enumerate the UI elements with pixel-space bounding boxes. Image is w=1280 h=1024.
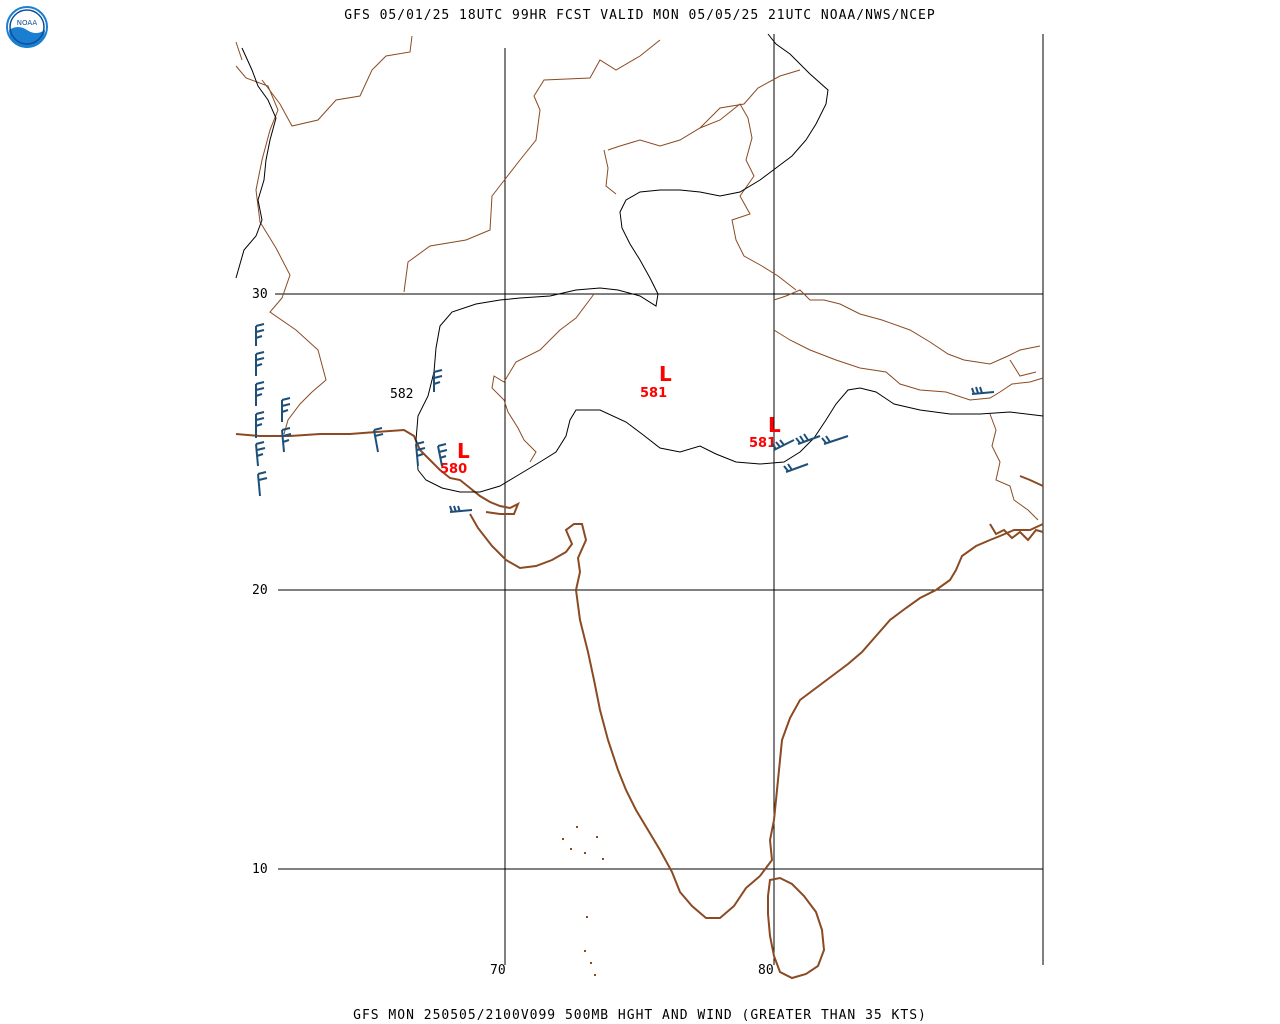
border-pakistan-afghanistan-south — [403, 39, 661, 293]
wind-barb — [255, 441, 266, 467]
coast-sri-lanka — [767, 876, 826, 980]
coast-kathiawar — [469, 513, 588, 591]
wind-barb — [821, 435, 849, 445]
border-afghanistan-pakistan — [235, 65, 327, 435]
wind-barb — [373, 427, 384, 453]
noaa-logo-icon: NOAA — [6, 6, 48, 48]
wind-barb — [255, 351, 265, 376]
lat-label-20: 20 — [252, 583, 268, 598]
contour-label-582: 582 — [390, 387, 413, 402]
height-contours — [235, 33, 1044, 493]
contour-north — [235, 47, 277, 279]
lon-label-70: 70 — [490, 963, 506, 978]
border-bangladesh — [989, 413, 1039, 521]
border-iran-afghanistan — [235, 35, 413, 127]
coast-bengal-delta — [989, 523, 1044, 542]
lakshadweep-islands — [562, 826, 604, 976]
wind-barb — [415, 441, 426, 467]
wind-barb — [437, 443, 448, 467]
coastline — [235, 428, 1044, 980]
lon-label-80: 80 — [758, 963, 774, 978]
border-nepal-south — [773, 329, 1001, 401]
wind-barb — [257, 471, 268, 497]
wind-barb — [433, 369, 443, 392]
contour-580-loop — [417, 387, 1044, 493]
political-borders — [235, 35, 1044, 521]
border-china-india — [603, 69, 801, 195]
map-title: GFS 05/01/25 18UTC 99HR FCST VALID MON 0… — [344, 8, 936, 23]
low-value-east: 581 — [749, 436, 776, 451]
low-value-central: 581 — [640, 386, 667, 401]
coast-east-edge — [1019, 475, 1044, 487]
low-centers: L 581 L 580 L 581 — [440, 362, 781, 477]
low-symbol-west: L — [457, 439, 470, 463]
wind-barb — [771, 439, 795, 451]
lat-label-10: 10 — [252, 862, 268, 877]
grid-lines — [275, 34, 1044, 965]
wind-barb — [281, 397, 291, 422]
wind-barb — [971, 386, 995, 395]
lat-label-30: 30 — [252, 287, 268, 302]
wind-barb — [783, 463, 809, 473]
wind-barb — [795, 433, 821, 445]
wind-barb — [255, 411, 265, 438]
coast-west-india — [575, 589, 761, 919]
contour-582 — [415, 33, 829, 471]
wind-barb — [255, 323, 265, 346]
coast-arabian-sea-north — [235, 428, 520, 515]
map-subtitle: GFS MON 250505/2100V099 500MB HGHT AND W… — [353, 1008, 927, 1023]
border-kashmir — [607, 103, 797, 291]
coast-east-india — [759, 523, 1044, 877]
wind-barb — [255, 381, 265, 406]
low-symbol-east: L — [768, 413, 781, 437]
low-symbol-central: L — [659, 362, 672, 386]
grid-labels: 30 20 10 70 80 — [252, 287, 774, 978]
logo-text: NOAA — [17, 19, 38, 27]
low-value-west: 580 — [440, 462, 467, 477]
border-pakistan-india — [491, 293, 595, 463]
wind-barbs — [255, 323, 995, 513]
wind-barb — [449, 505, 473, 513]
wind-barb — [281, 427, 292, 453]
border-bhutan — [999, 359, 1044, 393]
border-nepal — [773, 289, 1041, 365]
